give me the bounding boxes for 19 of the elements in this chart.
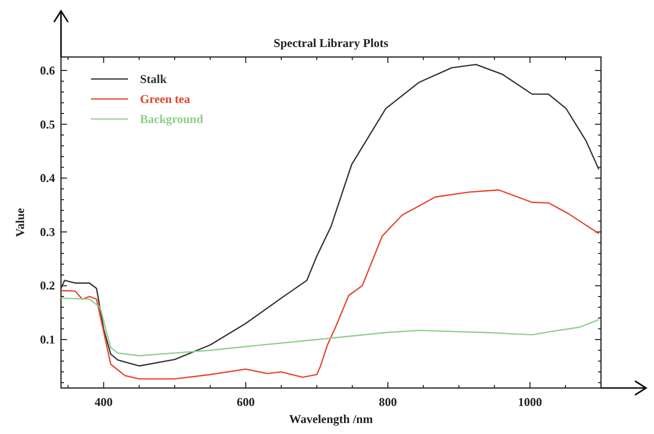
line-series bbox=[61, 64, 600, 367]
y-tick-label: 0.4 bbox=[40, 171, 55, 186]
y-axis-title: Value bbox=[13, 207, 27, 237]
line-series bbox=[61, 297, 600, 356]
y-tick-label: 0.5 bbox=[40, 117, 55, 132]
x-tick-label: 800 bbox=[378, 395, 397, 409]
legend-label: Stalk bbox=[140, 72, 168, 86]
y-tick-label: 0.2 bbox=[40, 278, 55, 293]
chart-title: Spectral Library Plots bbox=[274, 36, 389, 50]
x-tick-label: 1000 bbox=[518, 395, 542, 409]
y-tick-label: 0.6 bbox=[40, 63, 55, 78]
x-axis-title: Wavelength /nm bbox=[289, 412, 373, 426]
x-tick-label: 400 bbox=[94, 395, 113, 409]
legend-label: Background bbox=[140, 112, 204, 126]
legend-label: Green tea bbox=[140, 92, 190, 106]
y-tick-label: 0.1 bbox=[40, 332, 55, 347]
line-series bbox=[61, 189, 600, 380]
y-tick-label: 0.3 bbox=[40, 224, 55, 239]
x-tick-label: 600 bbox=[236, 395, 255, 409]
